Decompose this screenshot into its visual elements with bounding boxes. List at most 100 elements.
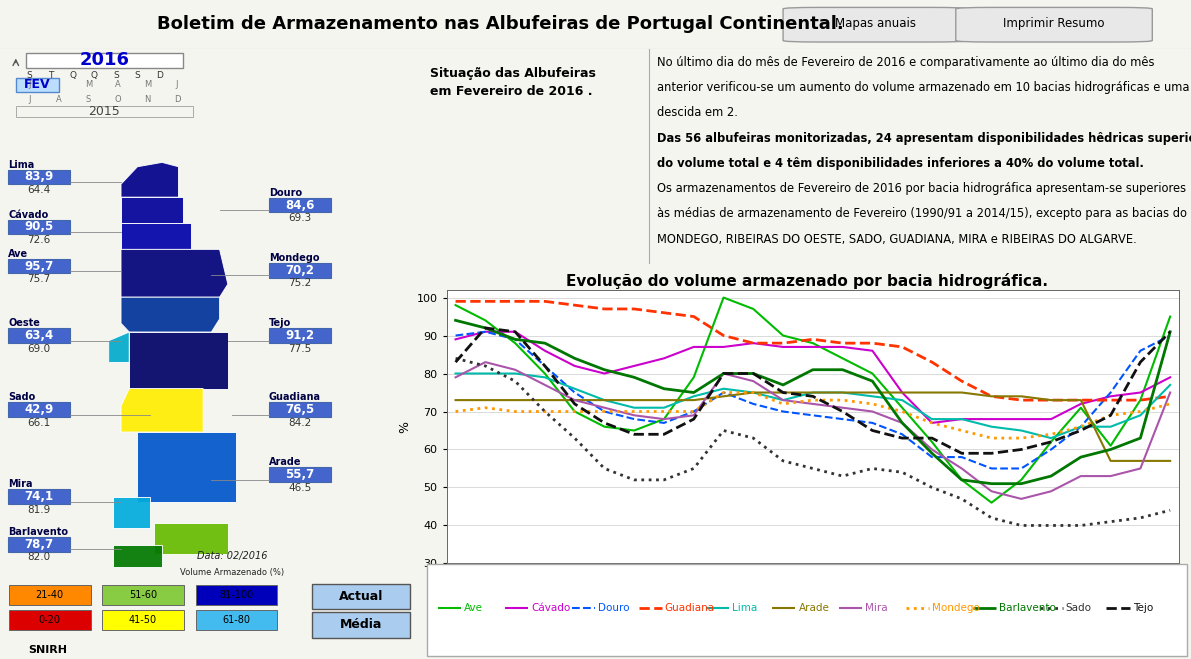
- Text: Arade: Arade: [269, 457, 301, 467]
- Text: 51-60: 51-60: [129, 590, 157, 600]
- Text: 61-80: 61-80: [223, 615, 250, 625]
- Bar: [269, 402, 331, 417]
- Text: Sado: Sado: [8, 392, 36, 402]
- Text: T: T: [49, 71, 54, 80]
- Text: Volume Armazenado (%): Volume Armazenado (%): [180, 567, 283, 577]
- Text: J: J: [29, 80, 31, 90]
- Text: 70,2: 70,2: [286, 264, 314, 277]
- Text: 78,7: 78,7: [24, 538, 54, 551]
- Text: M: M: [144, 80, 151, 90]
- Text: Evolução do volume armazenado por bacia hidrográfica.: Evolução do volume armazenado por bacia …: [566, 273, 1048, 289]
- Text: Q: Q: [91, 71, 98, 80]
- Text: S: S: [113, 71, 119, 80]
- Text: 69.0: 69.0: [27, 343, 50, 354]
- Bar: [8, 585, 91, 605]
- Text: Lima: Lima: [731, 603, 756, 614]
- Text: 82.0: 82.0: [27, 552, 50, 562]
- Text: Os armazenamentos de Fevereiro de 2016 por bacia hidrográfica apresentam-se supe: Os armazenamentos de Fevereiro de 2016 p…: [657, 182, 1186, 195]
- Text: Mondego: Mondego: [269, 253, 319, 263]
- Text: Actual: Actual: [338, 590, 384, 603]
- Text: Ave: Ave: [464, 603, 484, 614]
- Polygon shape: [121, 197, 182, 223]
- Bar: [269, 263, 331, 277]
- Text: 66.1: 66.1: [27, 418, 50, 428]
- Text: Cávado: Cávado: [531, 603, 570, 614]
- Text: 81-100: 81-100: [219, 590, 254, 600]
- Text: 2016: 2016: [80, 51, 129, 69]
- Text: 41-50: 41-50: [129, 615, 157, 625]
- Text: S: S: [135, 71, 141, 80]
- Text: A: A: [56, 95, 62, 104]
- Text: Média: Média: [339, 619, 382, 631]
- Text: do volume total e 4 têm disponibilidades inferiores a 40% do volume total.: do volume total e 4 têm disponibilidades…: [657, 157, 1145, 170]
- Text: 77.5: 77.5: [288, 343, 311, 354]
- Bar: [269, 198, 331, 212]
- Text: 84,6: 84,6: [285, 199, 314, 212]
- Text: 42,9: 42,9: [24, 403, 54, 416]
- Bar: [8, 169, 69, 185]
- Text: 63,4: 63,4: [24, 330, 54, 342]
- Y-axis label: %: %: [398, 420, 411, 433]
- Text: Guadiana: Guadiana: [665, 603, 715, 614]
- Bar: [15, 106, 193, 117]
- Text: Barlavento: Barlavento: [999, 603, 1056, 614]
- Polygon shape: [121, 389, 204, 432]
- Text: Das 56 albufeiras monitorizadas, 24 apresentam disponibilidades hêdricas superio: Das 56 albufeiras monitorizadas, 24 apre…: [657, 132, 1191, 145]
- Bar: [269, 467, 331, 482]
- Text: 95,7: 95,7: [24, 260, 54, 273]
- Text: Ave: Ave: [8, 248, 29, 259]
- Text: Oeste: Oeste: [8, 318, 39, 328]
- Text: 75.7: 75.7: [27, 274, 50, 284]
- Bar: [102, 610, 183, 630]
- Text: Mira: Mira: [8, 479, 32, 489]
- Text: Mira: Mira: [866, 603, 888, 614]
- Text: MONDEGO, RIBEIRAS DO OESTE, SADO, GUADIANA, MIRA e RIBEIRAS DO ALGARVE.: MONDEGO, RIBEIRAS DO OESTE, SADO, GUADIA…: [657, 233, 1137, 246]
- Text: J: J: [29, 95, 31, 104]
- Text: Cávado: Cávado: [8, 210, 49, 219]
- Text: 84.2: 84.2: [288, 418, 311, 428]
- Text: FEV: FEV: [24, 78, 51, 92]
- Text: 21-40: 21-40: [36, 590, 64, 600]
- Text: N: N: [144, 95, 150, 104]
- Text: Situação das Albufeiras
em Fevereiro de 2016 .: Situação das Albufeiras em Fevereiro de …: [430, 67, 597, 98]
- Text: Mapas anuais: Mapas anuais: [835, 17, 916, 30]
- Text: 75.2: 75.2: [288, 278, 311, 289]
- Bar: [8, 489, 69, 504]
- Text: 90,5: 90,5: [24, 221, 54, 233]
- Bar: [269, 328, 331, 343]
- FancyBboxPatch shape: [784, 7, 967, 42]
- Text: S: S: [86, 95, 92, 104]
- Text: descida em 2.: descida em 2.: [657, 106, 738, 119]
- FancyBboxPatch shape: [955, 7, 1153, 42]
- Text: 81.9: 81.9: [27, 505, 50, 515]
- Text: Lima: Lima: [8, 159, 35, 169]
- Bar: [195, 585, 278, 605]
- Text: 91,2: 91,2: [285, 330, 314, 342]
- Text: 46.5: 46.5: [288, 483, 311, 493]
- Polygon shape: [154, 523, 227, 554]
- Bar: [8, 328, 69, 343]
- Text: 64.4: 64.4: [27, 185, 50, 195]
- Text: Tejo: Tejo: [269, 318, 291, 328]
- Text: 55,7: 55,7: [285, 469, 314, 482]
- Text: 2015: 2015: [88, 105, 120, 118]
- Text: Douro: Douro: [269, 188, 303, 198]
- Polygon shape: [129, 332, 227, 389]
- Text: J: J: [176, 80, 179, 90]
- Bar: [312, 584, 410, 609]
- Text: Arade: Arade: [798, 603, 829, 614]
- Text: Data: 02/2016: Data: 02/2016: [197, 551, 267, 561]
- Text: 72.6: 72.6: [27, 235, 50, 245]
- Polygon shape: [137, 432, 236, 501]
- Bar: [312, 612, 410, 637]
- Text: Tejo: Tejo: [1133, 603, 1153, 614]
- Text: Boletim de Armazenamento nas Albufeiras de Portugal Continental.: Boletim de Armazenamento nas Albufeiras …: [157, 14, 843, 33]
- Polygon shape: [113, 498, 150, 528]
- Text: O: O: [114, 95, 121, 104]
- Bar: [8, 537, 69, 552]
- Text: S: S: [26, 71, 32, 80]
- Text: 76,5: 76,5: [285, 403, 314, 416]
- Text: Guadiana: Guadiana: [269, 392, 320, 402]
- Polygon shape: [121, 223, 191, 249]
- Text: Barlavento: Barlavento: [8, 527, 68, 537]
